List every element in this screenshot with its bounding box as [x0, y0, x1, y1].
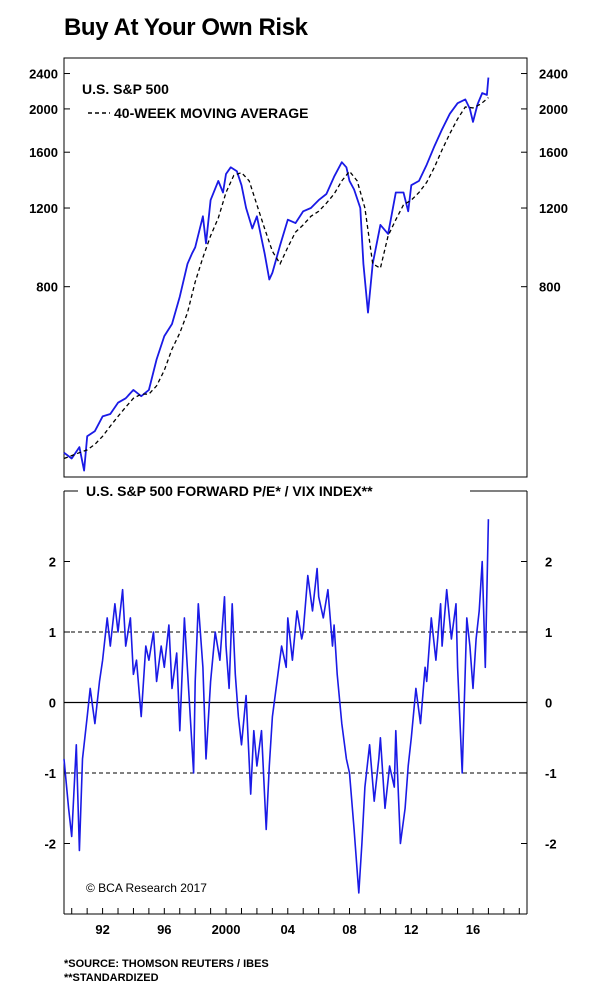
bottom-panel: -2 -2 -1 -1 0 0 1 1 2 2 U.S. S&P 500 FORWARD P/E* …	[44, 483, 557, 915]
x-tick-label: 96	[157, 922, 171, 937]
top-right-tick-label: 1200	[539, 201, 568, 216]
copyright-text: © BCA Research 2017	[86, 881, 207, 895]
top-left-tick-label: 2000	[29, 102, 58, 117]
sp500-price-line	[63, 77, 490, 472]
x-tick-label: 04	[281, 922, 296, 937]
top-left-tick-label: 1600	[29, 145, 58, 160]
bottom-left-tick-label: 2	[49, 555, 56, 570]
legend-sp500: U.S. S&P 500	[82, 81, 169, 97]
bottom-left-tick-label: 1	[49, 625, 56, 640]
moving-average-line	[63, 97, 489, 460]
bottom-right-tick-label: 0	[545, 696, 552, 711]
bottom-right-tick-label: -1	[545, 766, 557, 781]
x-tick-label: 92	[95, 922, 109, 937]
bottom-right-tick-label: 2	[545, 555, 552, 570]
footnote-source: *SOURCE: THOMSON REUTERS / IBES	[64, 958, 269, 970]
top-left-tick-label: 800	[36, 280, 58, 295]
x-tick-label: 12	[404, 922, 418, 937]
top-right-tick-label: 800	[539, 280, 561, 295]
bottom-left-tick-label: 0	[49, 696, 56, 711]
footnote-standardized: **STANDARDIZED	[64, 972, 159, 984]
page-title: Buy At Your Own Risk	[64, 14, 308, 41]
legend-moving-average: 40-WEEK MOVING AVERAGE	[114, 105, 308, 121]
x-tick-label: 2000	[212, 922, 241, 937]
bottom-right-tick-label: -2	[545, 837, 557, 852]
bottom-left-tick-label: -2	[44, 837, 56, 852]
pe-vix-line	[63, 519, 490, 894]
bottom-left-tick-label: -1	[44, 766, 56, 781]
top-panel: 800 800 1200 1200 1600 1600 2000 2000 2400 2400 U.…	[29, 57, 568, 478]
top-right-tick-label: 2000	[539, 102, 568, 117]
bottom-right-tick-label: 1	[545, 625, 552, 640]
legend-pe-vix: U.S. S&P 500 FORWARD P/E* / VIX INDEX**	[86, 483, 373, 499]
top-panel-frame	[63, 57, 528, 478]
x-tick-label: 08	[342, 922, 356, 937]
top-left-tick-label: 2400	[29, 67, 58, 82]
top-right-tick-label: 1600	[539, 145, 568, 160]
top-left-tick-label: 1200	[29, 201, 58, 216]
top-right-tick-label: 2400	[539, 67, 568, 82]
x-tick-label: 16	[466, 922, 480, 937]
x-axis: 92 96 2000 04 08 12 16	[71, 908, 520, 937]
